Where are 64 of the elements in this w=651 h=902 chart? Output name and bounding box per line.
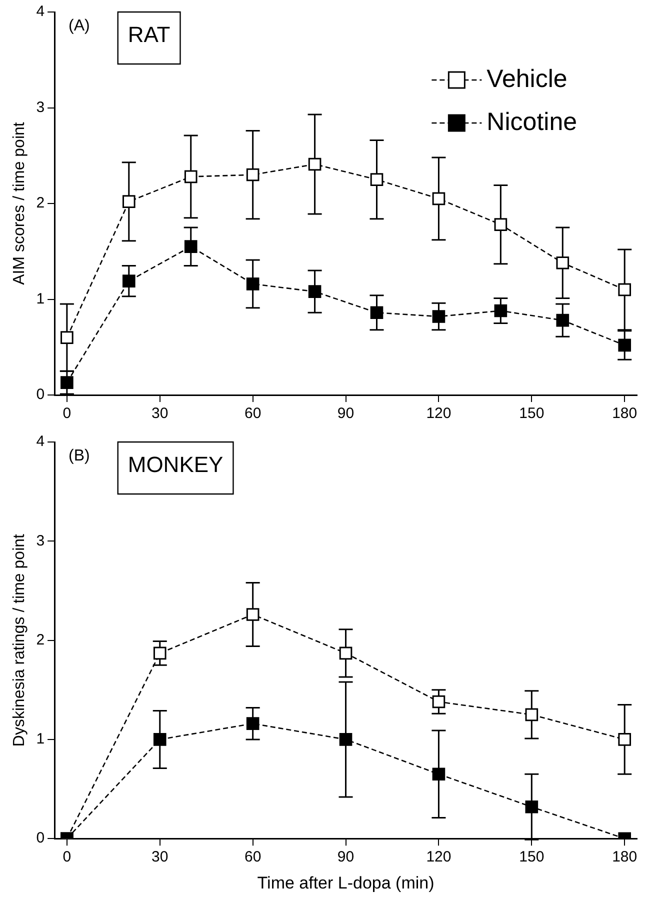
x-tick-label: 120 [426,405,452,422]
point [525,800,538,814]
point [246,717,260,730]
point [618,283,632,296]
point [339,733,352,746]
point [494,304,508,318]
point [60,376,74,389]
x-tick-label: 60 [244,405,262,422]
point [432,695,446,708]
y-tick-label: 3 [36,532,45,550]
point [370,306,384,320]
point [618,733,632,746]
point [246,278,260,290]
x-tick-label: 30 [152,848,168,866]
point [370,173,384,186]
y-tick-label: 0 [36,386,45,404]
x-tick-label: 90 [337,848,354,866]
y-axis-title: AIM scores / time point [11,122,28,285]
x-tick-label: 0 [62,405,72,422]
point [494,218,508,231]
point [432,310,446,323]
point [122,274,136,288]
point [246,608,260,621]
annotation: MONKEY [128,452,224,478]
x-tick-label: 150 [519,848,544,866]
y-axis-title: Dyskinesia ratings / time point [11,533,28,747]
y-tick-label: 3 [36,98,45,116]
point [339,646,352,660]
x-tick-label: 180 [612,405,638,422]
y-tick-label: 0 [36,830,45,847]
x-tick-label: 0 [62,848,72,866]
x-tick-label: 60 [244,848,262,866]
y-tick-label: 4 [36,433,45,450]
point [153,646,166,660]
point [525,708,538,722]
annotation: RAT [128,22,170,48]
legend-label: Nicotine [486,108,578,136]
x-axis-title: Time after L-dopa (min) [257,873,434,892]
x-tick-label: 120 [426,848,452,866]
point [122,195,136,208]
y-tick-label: 2 [36,631,45,648]
x-tick-label: 90 [337,405,354,422]
x-tick-label: 30 [152,405,168,422]
point [556,314,570,327]
y-tick-label: 4 [36,3,45,20]
annotation: (A) [68,17,90,34]
point [60,331,74,344]
x-tick-label: 150 [519,405,544,422]
point [308,285,322,298]
point [184,240,198,253]
point [153,733,166,746]
legend-label: Vehicle [486,64,568,93]
point [432,192,446,206]
x-tick-label: 180 [612,848,638,866]
point [432,768,446,781]
point [556,256,570,270]
y-tick-label: 1 [36,730,45,748]
y-tick-label: 2 [36,194,45,212]
point [618,338,632,352]
annotation: (B) [68,447,90,464]
point [184,170,198,184]
point [308,158,322,171]
y-tick-label: 1 [36,290,45,308]
point [246,168,260,182]
